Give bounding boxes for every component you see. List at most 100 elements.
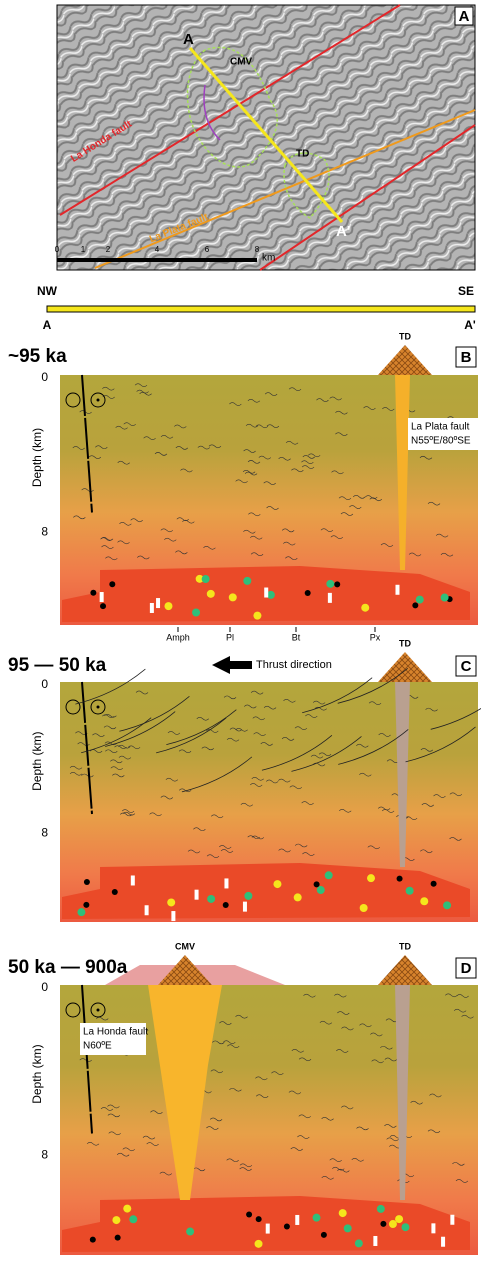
strata-mark	[223, 1040, 236, 1044]
strata-mark	[260, 742, 273, 746]
strata-mark	[193, 827, 206, 832]
strata-mark	[356, 743, 369, 748]
strata-mark	[69, 765, 83, 770]
strata-mark	[266, 424, 280, 428]
strata-mark	[122, 1147, 135, 1152]
strata-mark	[187, 849, 201, 854]
crystal	[186, 1227, 195, 1236]
cmv-label: CMV	[230, 57, 253, 68]
conduit	[395, 375, 410, 570]
crystal	[450, 1214, 455, 1225]
strata-mark	[330, 535, 344, 539]
crystal	[327, 592, 332, 603]
strata-mark	[115, 425, 128, 430]
volcano	[378, 652, 432, 682]
panel-title: 50 ka — 900a	[8, 957, 128, 978]
fault-box	[80, 1023, 146, 1055]
strata-mark	[223, 695, 237, 700]
strata-mark	[370, 1032, 383, 1037]
thrust-fault	[291, 736, 362, 772]
strata-mark	[433, 794, 446, 798]
crystal	[396, 875, 403, 882]
strata-mark	[206, 1126, 219, 1130]
crystal	[405, 886, 414, 895]
crystal	[265, 1223, 270, 1234]
section-panel: ~95 ka B TD 0 8 Depth (km) La Plata fault N55ºE…	[8, 331, 478, 642]
strata-mark	[178, 749, 192, 754]
strata-mark	[310, 754, 324, 759]
crystal	[359, 904, 368, 913]
map-panel: A A A' CMV TD La Honda fault La Plata fa…	[55, 4, 476, 271]
thrust-fault	[105, 711, 176, 747]
strata-mark	[95, 445, 108, 450]
thrust-fault	[302, 677, 373, 714]
scale-tick: 1	[81, 245, 86, 254]
strata-mark	[255, 1076, 268, 1081]
strata-mark	[378, 733, 391, 737]
strata-mark	[452, 1162, 465, 1166]
strata-mark	[369, 497, 382, 502]
strata-mark	[235, 1014, 248, 1019]
symbol	[96, 1008, 100, 1012]
crystal	[129, 1215, 138, 1224]
cmv-dome	[158, 955, 212, 985]
strata-mark	[371, 1059, 384, 1064]
strata-mark	[365, 495, 378, 499]
strata-mark	[419, 455, 433, 460]
depth-tick: 8	[41, 1147, 48, 1161]
strata-mark	[165, 777, 179, 782]
strata-mark	[79, 1058, 92, 1062]
symbol	[96, 398, 100, 402]
crystal	[316, 886, 325, 895]
depth-axis: Depth (km)	[30, 732, 44, 791]
thrust-fault	[338, 729, 409, 765]
strata-mark	[266, 506, 279, 510]
strata-mark	[341, 1105, 354, 1110]
strata-mark	[160, 435, 174, 439]
depth-tick: 8	[41, 825, 48, 839]
strata-mark	[219, 845, 232, 849]
fault-name: La Plata fault	[411, 422, 470, 433]
strata-mark	[137, 555, 150, 560]
td-label: TD	[296, 149, 309, 160]
crystal	[114, 1234, 121, 1241]
strata-mark	[461, 1014, 474, 1019]
strata-mark	[329, 396, 342, 401]
mineral-label: Pl	[226, 632, 234, 642]
crystal	[343, 1224, 352, 1233]
fault-line	[259, 124, 476, 271]
strata-mark	[318, 752, 332, 757]
strata-mark	[307, 453, 321, 458]
strata-mark	[339, 809, 352, 813]
crystal	[293, 893, 302, 902]
strata-mark	[312, 762, 326, 767]
strata-mark	[235, 479, 248, 484]
crystal	[388, 1220, 397, 1229]
strata-mark	[255, 424, 269, 429]
thrust-fault	[430, 707, 481, 730]
crystal	[373, 1235, 378, 1246]
strata-mark	[335, 432, 348, 436]
depth-tick: 0	[41, 677, 48, 691]
crystal	[243, 576, 252, 585]
strata-mark	[363, 406, 376, 410]
panel-box	[455, 346, 477, 368]
strata-mark	[449, 792, 463, 797]
strata-mark	[88, 455, 102, 459]
thrust-arrow	[212, 656, 252, 674]
strata-mark	[103, 725, 117, 730]
crystal	[144, 905, 149, 916]
fault-line	[59, 4, 401, 216]
strata-mark	[248, 512, 261, 517]
strata-mark	[227, 1044, 240, 1048]
crystal	[253, 611, 262, 620]
strata-mark	[420, 849, 433, 854]
strata-mark	[281, 737, 295, 741]
profile-end: A'	[464, 318, 476, 332]
crystal	[111, 889, 118, 896]
strata-mark	[175, 550, 188, 555]
crystal	[228, 593, 237, 602]
crystal	[264, 587, 269, 598]
crystal	[283, 1223, 290, 1230]
crystal	[324, 871, 333, 880]
